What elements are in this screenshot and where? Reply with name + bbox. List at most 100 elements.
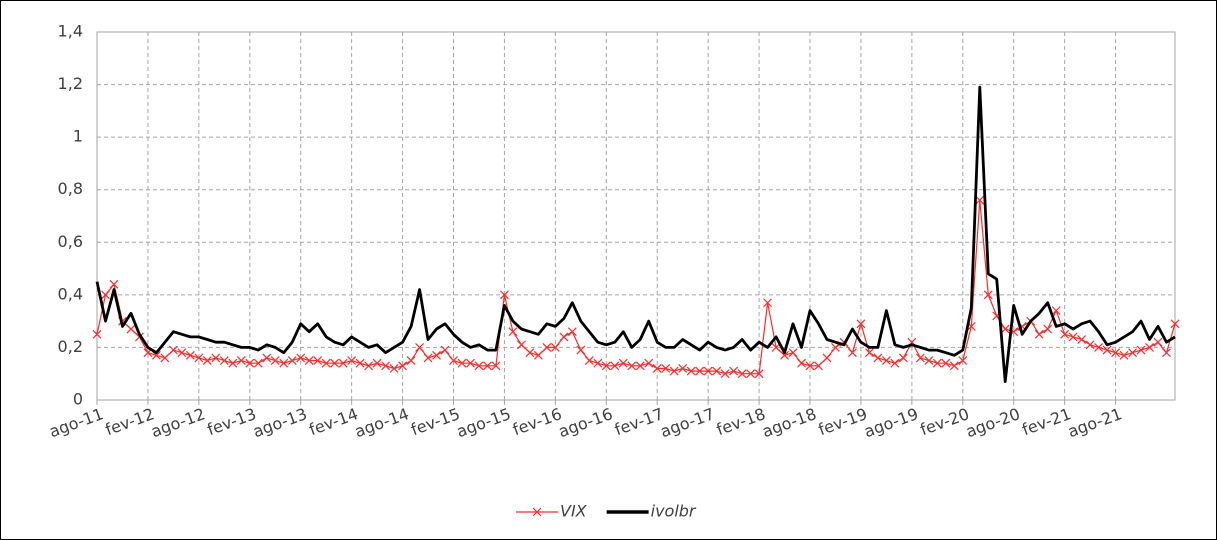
series-line (96, 199, 1176, 375)
data-point (932, 358, 942, 368)
data-point (1085, 340, 1095, 350)
data-point (1153, 337, 1163, 347)
data-point (347, 356, 357, 365)
data-point (915, 353, 925, 363)
data-point (338, 358, 348, 368)
data-point (126, 324, 136, 334)
data-point (1051, 306, 1061, 316)
data-point (703, 366, 713, 376)
data-point (508, 327, 518, 337)
data-point (466, 358, 475, 368)
data-point (763, 298, 772, 308)
data-point (1034, 329, 1044, 339)
data-point (644, 358, 654, 368)
data-point (737, 369, 747, 379)
data-point (584, 356, 594, 365)
data-point (1136, 345, 1146, 355)
data-point (848, 348, 857, 358)
y-tick-label: 0 (73, 390, 83, 409)
data-point (567, 327, 577, 337)
data-point (754, 369, 764, 379)
data-point (101, 290, 110, 300)
data-point (406, 356, 416, 365)
data-point (890, 358, 900, 368)
data-point (253, 358, 263, 368)
data-point (924, 356, 934, 365)
data-point (746, 369, 756, 379)
plot-border (96, 31, 1176, 401)
data-point (788, 348, 798, 358)
data-point (270, 356, 280, 365)
data-point (474, 361, 484, 371)
data-point (185, 350, 195, 360)
legend-label: ivolbr (651, 502, 697, 521)
y-tick-label: 1 (73, 127, 83, 146)
data-point (652, 364, 662, 373)
data-point (542, 343, 552, 352)
data-point (958, 356, 968, 365)
data-point (533, 350, 543, 360)
data-point (245, 358, 255, 368)
y-tick-label: 1,2 (58, 74, 83, 93)
data-point (975, 195, 985, 205)
data-point (618, 358, 628, 368)
data-point (1119, 350, 1129, 360)
data-point (559, 332, 569, 342)
y-tick-label: 0,8 (58, 179, 83, 198)
data-point (330, 358, 340, 368)
data-point (483, 361, 492, 371)
data-point (296, 353, 306, 363)
data-point (686, 366, 696, 376)
data-point (729, 366, 739, 376)
data-point (177, 348, 187, 358)
data-point (262, 353, 272, 363)
data-point (610, 361, 620, 371)
data-point (389, 364, 399, 373)
data-point (1111, 348, 1121, 358)
data-point (898, 353, 908, 363)
data-point (168, 345, 178, 355)
data-point (814, 361, 823, 371)
data-point (1145, 343, 1154, 352)
data-point (228, 358, 238, 368)
data-point (601, 361, 611, 371)
data-point (1094, 343, 1104, 352)
y-tick-label: 0,2 (58, 337, 83, 356)
legend-label: VIX (560, 502, 588, 521)
data-point (712, 366, 722, 376)
data-point (822, 353, 832, 363)
data-point (398, 361, 407, 371)
data-point (364, 361, 374, 371)
legend-marker (532, 507, 542, 517)
data-point (355, 358, 365, 368)
data-point (449, 356, 458, 365)
data-point (865, 348, 874, 358)
data-point (720, 369, 730, 379)
data-point (695, 366, 705, 376)
data-point (576, 345, 586, 355)
data-point (516, 340, 526, 350)
data-point (593, 358, 603, 368)
data-point (856, 319, 866, 329)
data-point (797, 358, 806, 368)
data-point (415, 343, 424, 352)
data-point (1060, 329, 1070, 339)
data-point (627, 361, 637, 371)
y-tick-label: 0,6 (58, 232, 83, 251)
data-point (678, 364, 688, 373)
data-point (831, 343, 840, 352)
data-point (109, 279, 119, 289)
data-point (661, 364, 671, 373)
data-point (881, 356, 891, 365)
data-point (321, 358, 331, 368)
data-point (1077, 335, 1087, 344)
data-point (194, 353, 204, 363)
data-point (780, 350, 789, 360)
data-point (1170, 319, 1180, 329)
data-point (381, 361, 391, 371)
data-point (873, 353, 883, 363)
data-point (423, 353, 433, 363)
data-point (983, 290, 993, 300)
data-point (941, 358, 951, 368)
data-point (500, 290, 509, 300)
